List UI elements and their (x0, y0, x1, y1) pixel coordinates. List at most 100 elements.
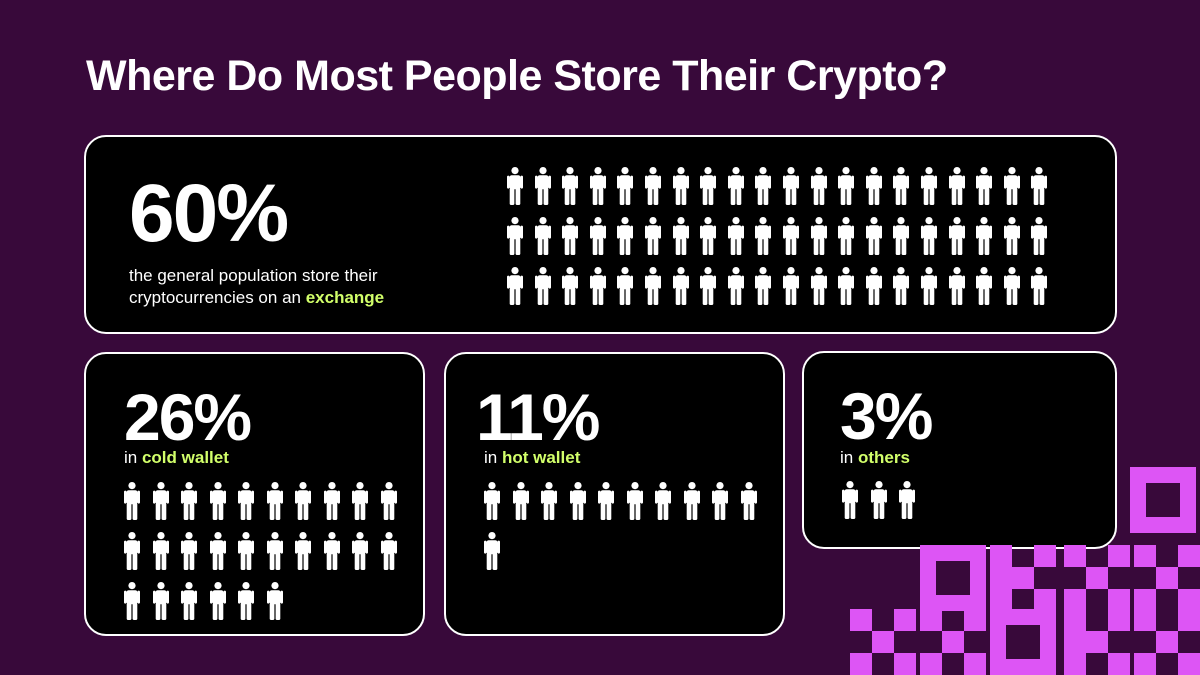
person-icon (976, 267, 993, 305)
person-icon (948, 267, 965, 305)
person-icon (865, 267, 882, 305)
person-icon (124, 532, 140, 570)
cold-wallet-people-grid (124, 482, 397, 620)
person-icon (238, 582, 254, 620)
person-icon (1003, 267, 1020, 305)
person-icon (1031, 267, 1048, 305)
person-icon (562, 217, 579, 255)
exchange-description: the general population store their crypt… (129, 265, 384, 309)
person-icon (534, 217, 551, 255)
person-icon (209, 582, 226, 620)
person-icon (740, 482, 757, 520)
person-icon (920, 167, 937, 205)
person-icon (838, 217, 855, 255)
person-icon (541, 482, 557, 520)
person-icon (683, 482, 700, 520)
exchange-description-line1: the general population store their (129, 266, 378, 285)
person-icon (727, 267, 744, 305)
person-icon (893, 167, 910, 205)
person-icon (562, 167, 579, 205)
okx-logo (850, 467, 1200, 675)
others-highlight: others (857, 448, 910, 467)
hot-wallet-highlight: hot wallet (501, 448, 581, 467)
person-icon (152, 532, 169, 570)
person-icon (295, 482, 311, 520)
page-title: Where Do Most People Store Their Crypto? (86, 52, 948, 100)
person-icon (323, 532, 340, 570)
cold-wallet-highlight: cold wallet (141, 448, 229, 467)
person-icon (920, 217, 937, 255)
person-icon (589, 217, 606, 255)
person-icon (755, 167, 772, 205)
exchange-percentage: 60% (129, 168, 289, 259)
person-icon (181, 582, 197, 620)
hot-wallet-prefix: in (484, 448, 502, 467)
person-icon (507, 217, 523, 255)
person-icon (181, 532, 197, 570)
person-icon (124, 582, 140, 620)
exchange-highlight: exchange (305, 288, 385, 307)
person-icon (323, 482, 340, 520)
person-icon (893, 267, 910, 305)
person-icon (655, 482, 671, 520)
person-icon (644, 267, 661, 305)
cold-wallet-card: 26% in cold wallet (84, 352, 425, 636)
person-icon (598, 482, 614, 520)
person-icon (755, 217, 772, 255)
hot-wallet-percentage: 11% (476, 380, 600, 454)
others-label: in others (840, 448, 910, 468)
person-icon (295, 532, 311, 570)
person-icon (209, 482, 226, 520)
cold-wallet-label: in cold wallet (124, 448, 229, 468)
person-icon (266, 482, 283, 520)
others-percentage: 3% (840, 379, 933, 453)
person-icon (838, 267, 855, 305)
person-icon (1031, 217, 1048, 255)
person-icon (976, 167, 993, 205)
exchange-description-line2: cryptocurrencies on an (129, 288, 306, 307)
person-icon (380, 482, 397, 520)
person-icon (870, 481, 887, 519)
person-icon (266, 532, 283, 570)
person-icon (617, 267, 634, 305)
person-icon (810, 217, 827, 255)
person-icon (672, 167, 689, 205)
person-icon (838, 167, 855, 205)
others-card: 3% in others (802, 351, 1117, 549)
person-icon (181, 482, 197, 520)
hot-wallet-people-grid (484, 482, 757, 570)
person-icon (782, 167, 799, 205)
person-icon (920, 267, 937, 305)
person-icon (899, 481, 915, 519)
person-icon (700, 267, 717, 305)
others-prefix: in (840, 448, 858, 467)
person-icon (948, 167, 965, 205)
person-icon (534, 167, 551, 205)
person-icon (1031, 167, 1048, 205)
cold-wallet-percentage: 26% (124, 380, 252, 454)
person-icon (1003, 217, 1020, 255)
person-icon (380, 532, 397, 570)
person-icon (865, 167, 882, 205)
person-icon (700, 217, 717, 255)
person-icon (617, 167, 634, 205)
person-icon (644, 217, 661, 255)
person-icon (238, 482, 254, 520)
person-icon (569, 482, 586, 520)
person-icon (976, 217, 993, 255)
person-icon (948, 217, 965, 255)
person-icon (589, 167, 606, 205)
person-icon (238, 532, 254, 570)
person-icon (266, 582, 283, 620)
person-icon (810, 167, 827, 205)
person-icon (782, 267, 799, 305)
person-icon (782, 217, 799, 255)
person-icon (810, 267, 827, 305)
person-icon (1003, 167, 1020, 205)
person-icon (626, 482, 643, 520)
person-icon (152, 482, 169, 520)
person-icon (617, 217, 634, 255)
person-icon (755, 267, 772, 305)
person-icon (712, 482, 728, 520)
person-icon (562, 267, 579, 305)
